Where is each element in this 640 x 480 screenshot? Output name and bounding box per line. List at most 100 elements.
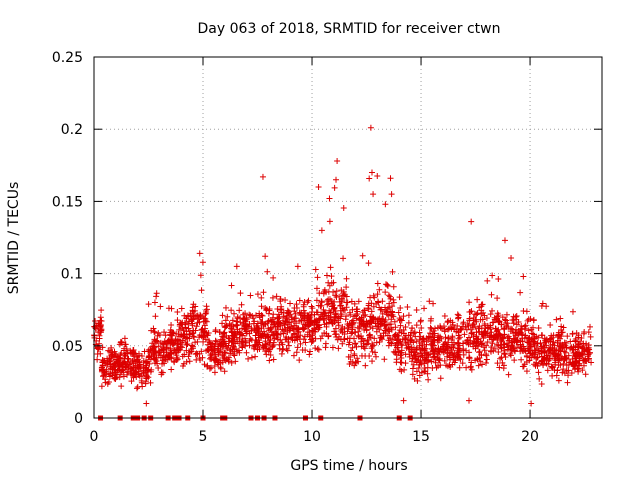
- data-point: [405, 319, 412, 326]
- data-point: [374, 323, 381, 330]
- data-point: [397, 352, 404, 359]
- data-point: [153, 358, 160, 365]
- data-point: [253, 338, 260, 345]
- data-point: [153, 293, 160, 300]
- data-point: [257, 333, 264, 340]
- data-point: [447, 317, 454, 324]
- data-point: [379, 310, 386, 317]
- x-tick-label: 5: [199, 429, 208, 445]
- data-point: [426, 298, 433, 305]
- data-point: [519, 331, 526, 338]
- data-point: [142, 378, 149, 385]
- data-point: [135, 358, 142, 365]
- data-point: [425, 357, 432, 364]
- data-point: [151, 329, 158, 336]
- data-point: [465, 334, 472, 341]
- data-point: [308, 338, 315, 345]
- data-point: [290, 352, 297, 359]
- data-point: [264, 268, 271, 275]
- data-point: [481, 321, 488, 328]
- data-point: [130, 350, 137, 357]
- data-point: [494, 295, 501, 302]
- data-point: [405, 332, 412, 339]
- data-point: [118, 383, 125, 390]
- data-point: [368, 300, 375, 307]
- data-point: [479, 361, 486, 368]
- data-point: [431, 348, 438, 355]
- data-point: [115, 363, 122, 370]
- data-point: [379, 336, 386, 343]
- data-point: [575, 368, 582, 375]
- data-point: [476, 304, 483, 311]
- data-point: [364, 321, 371, 328]
- data-point: [352, 340, 359, 347]
- data-point: [174, 317, 181, 324]
- data-point: [202, 329, 209, 336]
- data-point: [258, 325, 265, 332]
- data-point: [549, 365, 556, 372]
- data-point: [480, 331, 487, 338]
- data-point: [269, 343, 276, 350]
- data-point: [286, 326, 293, 333]
- data-point: [391, 318, 398, 325]
- data-point: [432, 356, 439, 363]
- data-point: [102, 376, 109, 383]
- data-point: [451, 349, 458, 356]
- data-point: [343, 313, 350, 320]
- data-point: [349, 306, 356, 313]
- data-point: [154, 332, 161, 339]
- data-point: [378, 320, 385, 327]
- data-point: [339, 340, 346, 347]
- data-point: [111, 366, 118, 373]
- data-point: [427, 317, 434, 324]
- data-point: [123, 364, 130, 371]
- data-point: [118, 350, 125, 357]
- data-point: [484, 339, 491, 346]
- data-point: [538, 358, 545, 365]
- data-point: [188, 342, 195, 349]
- data-point: [476, 348, 483, 355]
- data-point: [464, 336, 471, 343]
- data-point: [555, 351, 562, 358]
- data-point: [161, 360, 168, 367]
- data-point: [392, 333, 399, 340]
- data-point: [303, 322, 310, 329]
- data-point: [197, 313, 204, 320]
- data-point: [243, 316, 250, 323]
- data-point: [501, 331, 508, 338]
- data-point: [285, 308, 292, 315]
- data-point: [431, 337, 438, 344]
- data-point: [189, 343, 196, 350]
- data-point: [445, 326, 452, 333]
- data-point: [219, 320, 226, 327]
- data-point: [363, 341, 370, 348]
- data-point: [312, 266, 319, 273]
- data-point: [504, 346, 511, 353]
- data-point: [163, 346, 170, 353]
- data-point: [204, 341, 211, 348]
- data-point: [355, 298, 362, 305]
- data-point: [522, 322, 529, 329]
- data-point: [427, 341, 434, 348]
- data-point: [248, 327, 255, 334]
- data-point: [119, 367, 126, 374]
- data-point: [155, 364, 162, 371]
- data-point: [273, 293, 280, 300]
- data-point: [532, 362, 539, 369]
- data-point: [222, 317, 229, 324]
- data-point: [349, 344, 356, 351]
- data-point: [253, 322, 260, 329]
- data-point: [356, 325, 363, 332]
- data-point: [155, 343, 162, 350]
- data-point: [531, 342, 538, 349]
- data-point: [545, 338, 552, 345]
- data-point: [460, 351, 467, 358]
- data-point: [232, 330, 239, 337]
- data-point: [146, 360, 153, 367]
- data-point: [430, 327, 437, 334]
- data-point: [557, 355, 564, 362]
- data-point: [572, 337, 579, 344]
- data-point: [265, 310, 272, 317]
- data-point: [228, 282, 235, 289]
- data-point: [546, 355, 553, 362]
